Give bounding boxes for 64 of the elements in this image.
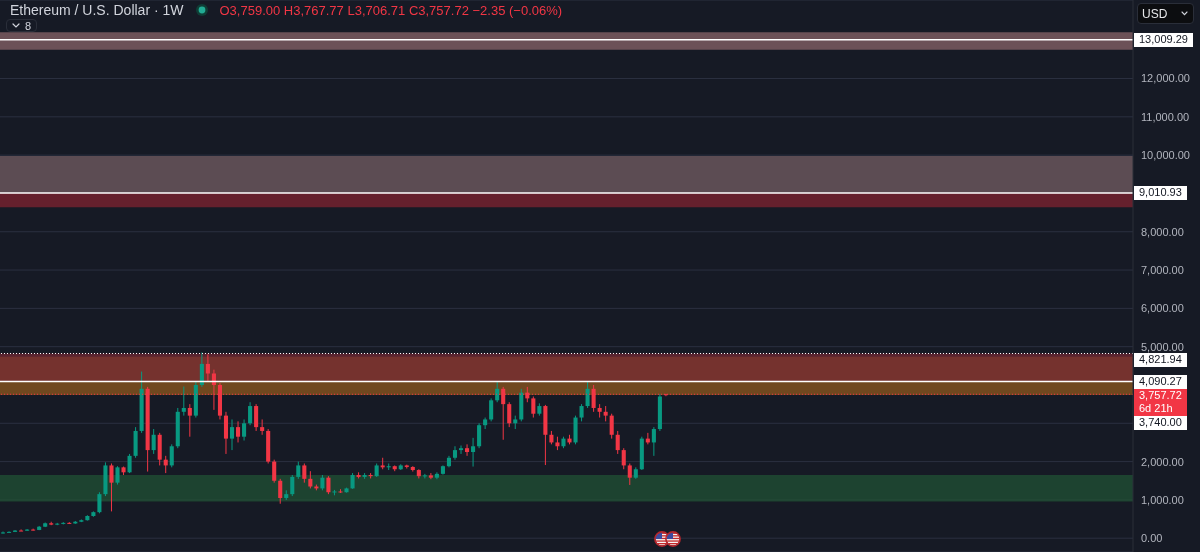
candlestick — [531, 395, 536, 419]
text: 6d 21h — [1139, 401, 1174, 415]
candlestick — [452, 445, 458, 461]
candlestick — [272, 459, 277, 484]
y-tick-label: 7,000.00 — [1141, 264, 1184, 277]
y-tick-label: 0.00 — [1141, 532, 1163, 545]
chart-title: Ethereum / U.S. Dollar · 1W — [10, 2, 184, 18]
candlestick — [229, 418, 235, 451]
candlestick — [621, 447, 626, 470]
candlestick — [422, 473, 427, 479]
candlestick — [97, 491, 102, 514]
chart-subtitle: O3,759.00 H3,767.77 L3,706.71 C3,757.72 −2.35 (−0.06%) — [219, 2, 563, 18]
ref-line-label: 4,821.94 — [1139, 353, 1182, 367]
candlestick — [458, 445, 464, 455]
candlestick — [248, 401, 253, 426]
candlestick — [181, 386, 186, 417]
y-tick-label: 6,000.00 — [1141, 302, 1184, 315]
annotation: 8 — [25, 19, 32, 32]
candlestick — [609, 413, 614, 440]
candlestick — [0, 531, 6, 535]
candlestick — [477, 422, 482, 449]
ref-line-label: 3,757.72 — [1139, 388, 1182, 402]
text: 3,740.00 — [1139, 415, 1182, 429]
candlestick — [254, 403, 259, 432]
candlestick — [507, 401, 512, 428]
candlestick — [205, 353, 210, 382]
candlestick — [465, 443, 470, 457]
y-tick-label: 1,000.00 — [1141, 493, 1184, 506]
candlestick — [302, 463, 307, 484]
y-tick-label: 12,000.00 — [1141, 72, 1190, 85]
candlestick — [127, 453, 132, 474]
candlestick — [115, 465, 120, 486]
candlestick — [199, 351, 204, 388]
candlestick — [109, 463, 114, 512]
candlestick — [223, 411, 229, 455]
candlestick — [495, 381, 500, 403]
candlestick — [187, 403, 192, 438]
candlestick — [627, 463, 632, 486]
candlestick — [483, 417, 488, 430]
ref-line-label: 4,090.27 — [1139, 374, 1182, 388]
ref-line-label: 9,010.93 — [1139, 186, 1182, 200]
candlestick — [236, 420, 241, 443]
toggle-button: 8 — [6, 19, 38, 32]
candlestick — [326, 475, 331, 495]
candlestick — [151, 428, 156, 455]
candlestick — [585, 380, 590, 409]
candlestick — [278, 478, 283, 505]
y-tick-label: 2,000.00 — [1141, 455, 1184, 468]
dropdown: USD — [1137, 3, 1194, 24]
candlestick — [471, 437, 476, 468]
candlestick — [169, 443, 174, 468]
candlestick — [428, 472, 433, 480]
y-tick-label: 10,000.00 — [1141, 149, 1190, 162]
candlestick — [260, 418, 265, 436]
candlestick — [6, 530, 12, 534]
candlestick — [651, 426, 656, 457]
y-tick-label: 5,000.00 — [1141, 340, 1184, 353]
candlestick — [242, 418, 247, 442]
candlestick — [290, 474, 295, 497]
ref-line-label: 13,009.29 — [1139, 32, 1188, 46]
y-tick-label: 11,000.00 — [1141, 110, 1190, 123]
y-tick-label: 8,000.00 — [1141, 225, 1184, 238]
candlestick — [615, 430, 620, 455]
candlestick — [489, 397, 494, 422]
